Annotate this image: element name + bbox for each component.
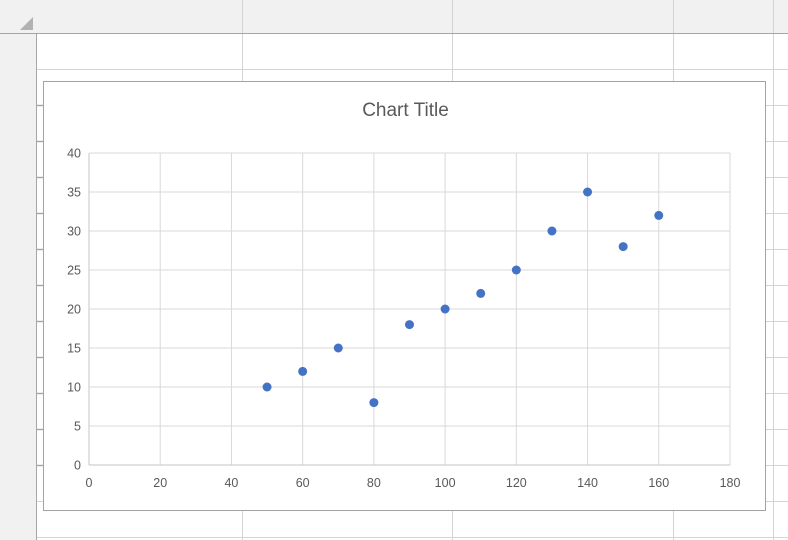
scatter-point[interactable]: [654, 210, 664, 220]
y-axis-label[interactable]: 20: [67, 303, 81, 317]
scatter-chart: Chart Title 0 5 10 15 20 25 30 35 40 0 20 40 60 80 100 1…: [67, 100, 741, 490]
select-all-triangle-icon: [20, 17, 33, 30]
scatter-point[interactable]: [298, 366, 308, 376]
scatter-point[interactable]: [369, 398, 379, 408]
scatter-point[interactable]: [618, 242, 628, 252]
x-axis-label[interactable]: 120: [506, 476, 527, 490]
y-axis-label[interactable]: 15: [67, 342, 81, 356]
x-axis-label[interactable]: 60: [296, 476, 310, 490]
x-axis-label[interactable]: 80: [367, 476, 381, 490]
select-all-corner[interactable]: [0, 0, 36, 33]
x-axis-label[interactable]: 140: [577, 476, 598, 490]
scatter-point[interactable]: [511, 265, 521, 275]
y-axis-label[interactable]: 10: [67, 381, 81, 395]
scatter-point[interactable]: [476, 288, 486, 298]
scatter-point[interactable]: [547, 226, 557, 236]
y-axis-label[interactable]: 40: [67, 147, 81, 161]
y-axis-label[interactable]: 0: [74, 459, 81, 473]
scatter-point[interactable]: [440, 304, 450, 314]
x-axis-label[interactable]: 160: [648, 476, 669, 490]
scatter-point[interactable]: [262, 382, 272, 392]
x-axis-label[interactable]: 20: [153, 476, 167, 490]
scatter-point[interactable]: [405, 320, 414, 330]
x-axis-label[interactable]: 100: [435, 476, 456, 490]
y-axis-label[interactable]: 30: [67, 225, 81, 239]
x-axis-label[interactable]: 0: [86, 476, 93, 490]
column-header-strip: [0, 0, 788, 33]
x-axis-label[interactable]: 180: [720, 476, 741, 490]
y-axis-label[interactable]: 35: [67, 186, 81, 200]
x-axis-label[interactable]: 40: [224, 476, 238, 490]
chart[interactable]: Chart Title 0 5 10 15 20 25 30 35 40 0 20 40 60 80 100 1…: [43, 81, 766, 511]
scatter-point[interactable]: [333, 343, 343, 353]
chart-title[interactable]: Chart Title: [362, 100, 449, 121]
scatter-point[interactable]: [583, 187, 593, 197]
y-axis-label[interactable]: 5: [74, 420, 81, 434]
row-header-strip: [0, 33, 36, 540]
y-axis-label[interactable]: 25: [67, 264, 81, 278]
